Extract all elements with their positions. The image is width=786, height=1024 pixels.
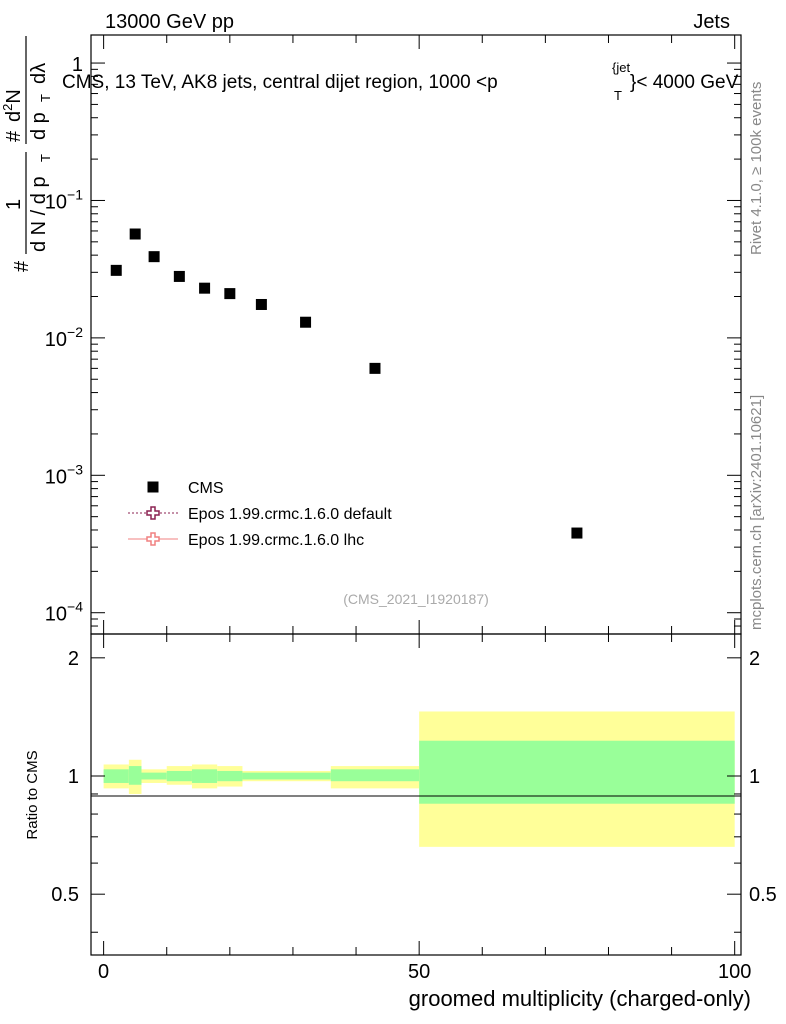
ylabel-hash1: #: [11, 260, 33, 272]
header-left: 13000 GeV pp: [105, 11, 234, 33]
header-right: Jets: [693, 11, 730, 33]
ylabel-dlambda: dλ: [28, 63, 50, 84]
ylabel-t1: T: [38, 154, 53, 162]
x-tick-label: 50: [408, 961, 430, 983]
ratio-y-label: Ratio to CMS: [24, 750, 41, 839]
ratio-tick-labels: 0.5 0.5 1 1 2 2: [51, 648, 777, 906]
legend-marker-cross: [146, 532, 160, 546]
ratio-tick-label-right: 1: [749, 766, 760, 788]
ratio-band-green: [128, 766, 142, 785]
ratio-frame: [90, 633, 742, 956]
ratio-tick-label-right: 2: [749, 648, 760, 670]
mcplots-label: mcplots.cern.ch [arXiv:2401.10621]: [748, 395, 765, 630]
y-tick-label: 1: [72, 54, 83, 76]
legend-marker-cross: [146, 506, 160, 520]
y-tick-labels: 1 10−1 10−2 10−3 10−4: [45, 54, 83, 626]
legend-label: Epos 1.99.crmc.1.6.0 default: [188, 506, 392, 523]
legend-marker-square: [147, 481, 159, 493]
ratio-band-green: [103, 769, 129, 783]
ratio-bands: [103, 711, 735, 847]
x-tick-labels: 0 50 100: [98, 961, 751, 983]
ratio-band-green: [166, 770, 192, 782]
data-markers: [110, 228, 583, 539]
y-tick-label: 10−4: [45, 599, 83, 626]
ylabel-d2N: d2N: [0, 89, 25, 122]
ratio-band-green: [217, 770, 243, 782]
x-axis-label: groomed multiplicity (charged-only): [409, 986, 751, 1011]
data-point-cms: [224, 288, 236, 300]
axis-ticks: [91, 35, 741, 955]
ratio-tick-label-left: 1: [68, 766, 79, 788]
data-point-cms: [129, 228, 141, 240]
x-tick-label: 100: [718, 961, 751, 983]
analysis-id: (CMS_2021_I1920187): [343, 591, 489, 607]
data-point-cms: [173, 270, 185, 282]
ratio-band-green: [191, 769, 218, 783]
x-tick-label: 0: [98, 961, 109, 983]
ratio-band-green: [242, 772, 331, 780]
data-point-cms: [369, 362, 381, 374]
ylabel-t2: T: [38, 94, 53, 102]
ratio-band-green: [330, 769, 420, 782]
legend: CMS Epos 1.99.crmc.1.6.0 default Epos 1.99…: [128, 480, 392, 549]
data-point-cms: [571, 527, 583, 539]
y-tick-label: 10−3: [45, 461, 83, 488]
legend-label: CMS: [188, 480, 224, 497]
ratio-tick-label-right: 0.5: [749, 884, 777, 906]
data-point-cms: [148, 251, 160, 263]
ylabel-hash2: #: [3, 130, 25, 142]
chart-title: CMS, 13 TeV, AK8 jets, central dijet reg…: [62, 72, 498, 93]
ylabel-dN: d N / d p: [28, 176, 50, 252]
y-tick-label: 10−1: [45, 186, 83, 213]
chart-title-sup: {jet: [612, 60, 630, 75]
ratio-band-green: [419, 740, 735, 804]
rivet-label: Rivet 4.1.0, ≥ 100k events: [748, 82, 765, 255]
data-point-cms: [300, 316, 312, 328]
legend-label: Epos 1.99.crmc.1.6.0 lhc: [188, 532, 364, 549]
ratio-tick-label-left: 2: [68, 648, 79, 670]
chart-title-sub: T: [614, 88, 622, 103]
data-point-cms: [110, 264, 122, 276]
y-axis-label: # 1 d N / d p T # d2N d p T dλ: [0, 36, 53, 272]
data-point-cms: [255, 298, 267, 310]
ylabel-one: 1: [3, 199, 25, 210]
ylabel-dpT: d p: [28, 112, 50, 140]
ratio-band-green: [141, 772, 167, 780]
y-tick-label: 10−2: [45, 324, 83, 351]
chart-title-main: CMS, 13 TeV, AK8 jets, central dijet reg…: [62, 72, 498, 93]
ratio-tick-label-left: 0.5: [51, 884, 79, 906]
data-point-cms: [199, 282, 211, 294]
chart-title-end: }< 4000 GeV: [630, 72, 739, 93]
